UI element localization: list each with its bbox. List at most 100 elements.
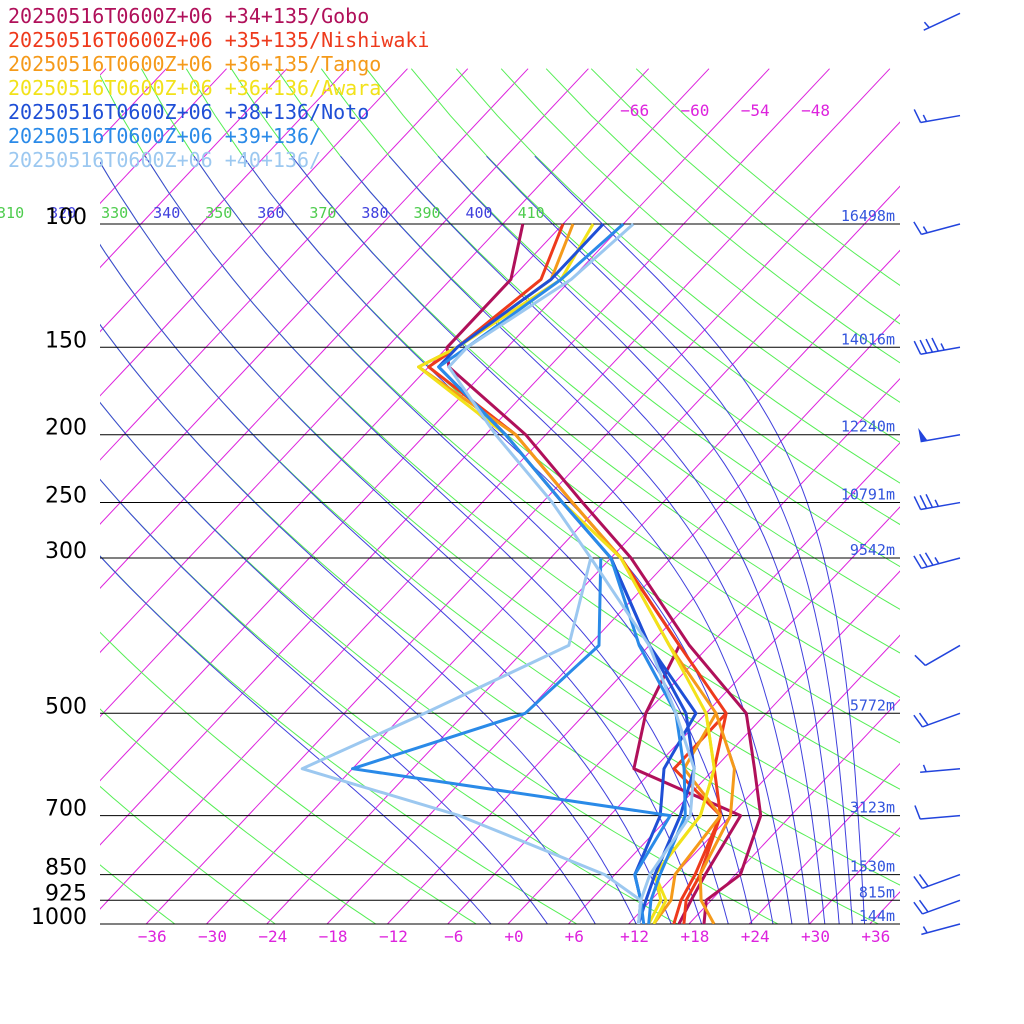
theta-label: 410 (518, 204, 545, 222)
wind-barb (914, 644, 961, 667)
dry-adiabat-line (100, 708, 377, 924)
wind-barb-half-feather (922, 114, 928, 122)
wind-barb (913, 337, 961, 355)
dry-adiabat-line (100, 631, 478, 924)
theta-label: 380 (361, 204, 388, 222)
wind-barb-feather (914, 805, 921, 820)
isotherm-line (387, 377, 900, 924)
isotherm-line (100, 68, 288, 269)
wind-barb-feather (919, 553, 928, 568)
moist-adiabat-line (100, 323, 637, 924)
pressure-label: 150 (45, 328, 87, 353)
wind-barb-staff (920, 346, 961, 355)
height-label: 10791m (841, 486, 895, 504)
wind-barb (913, 552, 961, 570)
theta-label: 310 (0, 204, 24, 222)
wind-barb-feather (913, 901, 924, 915)
wind-barb (918, 427, 961, 443)
wind-barb-staff (921, 923, 961, 936)
dry-adiabat-line (185, 68, 900, 699)
wind-barbs (913, 12, 961, 936)
wind-barb (923, 12, 961, 31)
temperature-tick-label: +24 (741, 927, 770, 946)
dry-adiabat-line (230, 68, 900, 654)
legend-entry-noto: 20250516T0600Z+06 +38+136/Noto (8, 100, 370, 124)
wind-barb-feather (925, 493, 934, 508)
pressure-label: 700 (45, 797, 87, 822)
upper-isotherm-label: −48 (801, 101, 830, 120)
isobar-lines (100, 223, 900, 925)
dry-adiabat-line (410, 68, 900, 484)
dry-adiabat-line (100, 785, 277, 924)
wind-barb-feather (913, 109, 922, 123)
temperature-profile (447, 222, 696, 924)
wind-barb-staff (921, 223, 961, 236)
wind-barb-feather (924, 552, 934, 566)
wind-barb-feather (914, 654, 926, 666)
upper-isotherm-label: −66 (620, 101, 649, 120)
legend-entry-39-136: 20250516T0600Z+06 +39+136/ (8, 124, 322, 148)
wind-barb (920, 764, 961, 773)
wind-barb-staff (920, 767, 961, 773)
isotherm-line (100, 68, 408, 397)
isotherm-line (100, 68, 650, 654)
wind-barb-half-feather (922, 926, 928, 934)
dry-adiabat-line (100, 478, 679, 924)
dry-adiabat-line (365, 68, 900, 526)
isotherm-line (100, 68, 529, 525)
wind-barb (913, 493, 961, 511)
wind-barb-feather (918, 899, 929, 913)
wind-barb-feather (913, 714, 924, 728)
temperature-tick-label: +36 (861, 927, 890, 946)
pressure-label: 100 (45, 205, 87, 230)
isotherm-line (507, 506, 900, 924)
temperature-tick-label: −30 (198, 927, 227, 946)
isotherm-line (628, 634, 900, 924)
wind-barb-staff (921, 557, 961, 570)
temperature-tick-label: −36 (138, 927, 167, 946)
wind-barb-staff (920, 814, 961, 820)
dry-adiabat-line (100, 243, 900, 886)
moist-adiabat-lines (100, 155, 866, 924)
temperature-tick-label: +0 (504, 927, 523, 946)
pressure-label: 1000 (31, 905, 87, 930)
isotherm-line (266, 249, 900, 924)
wind-barb-feather (913, 340, 922, 355)
theta-label: 400 (466, 204, 493, 222)
wind-barb-staff (920, 501, 961, 511)
legend: 20250516T0600Z+06 +34+135/Gobo 20250516T… (8, 4, 429, 172)
wind-barb (913, 873, 961, 889)
theta-label: 340 (153, 204, 180, 222)
wind-barb-staff (922, 873, 961, 889)
upper-isotherm-labels: −66 −60 −54 −48 (620, 101, 830, 120)
moist-adiabat-line (437, 155, 840, 924)
legend-entry-gobo: 20250516T0600Z+06 +34+135/Gobo (8, 4, 370, 28)
dry-adiabat-line (100, 161, 900, 838)
temperature-profile (437, 222, 696, 924)
temperature-tick-label: −12 (379, 927, 408, 946)
moist-adiabat-line (486, 155, 853, 924)
wind-barb (921, 923, 961, 936)
dewpoint-profile (652, 712, 722, 924)
dewpoint-profile (351, 557, 672, 924)
moist-adiabat-line (100, 555, 492, 924)
dry-adiabat-line (100, 555, 578, 924)
moist-adiabat-line (100, 478, 549, 924)
moist-adiabat-line (534, 155, 866, 924)
legend-entry-40-136: 20250516T0600Z+06 +40+136/ (8, 148, 322, 172)
dewpoint-profile (300, 557, 643, 924)
dry-adiabat-line (320, 68, 900, 568)
moist-adiabat-line (340, 155, 810, 924)
temperature-tick-label: +12 (620, 927, 649, 946)
height-label: 14016m (841, 330, 895, 348)
isotherm-line (100, 68, 770, 782)
theta-label: 360 (257, 204, 284, 222)
isotherm-line (100, 68, 469, 461)
wind-barb-staff (922, 712, 961, 728)
wind-barb-feather (913, 876, 924, 889)
isotherm-line (100, 68, 710, 718)
dry-adiabat-line (275, 68, 900, 610)
temperature-tick-label: −6 (444, 927, 463, 946)
wind-barb-half-feather (934, 557, 940, 565)
theta-label: 320 (49, 204, 76, 222)
